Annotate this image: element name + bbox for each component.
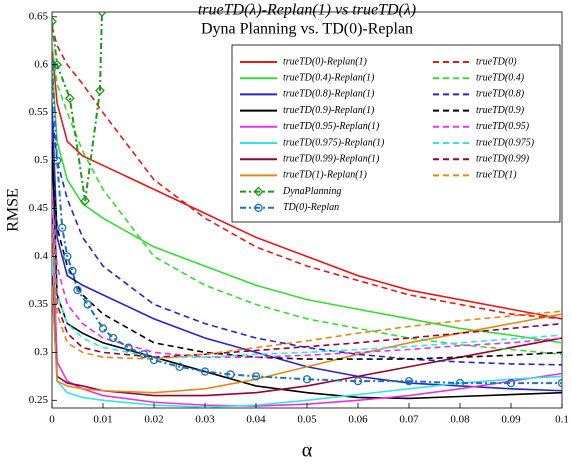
- point-marker: [95, 85, 105, 96]
- x-tick-label: 0.1: [555, 414, 569, 426]
- point-marker: [52, 16, 57, 27]
- point-marker: [139, 350, 148, 359]
- y-tick-label: 0.35: [29, 298, 49, 310]
- point-marker: [73, 285, 82, 295]
- series-line: [52, 141, 562, 400]
- legend-label: trueTD(0.99): [476, 153, 530, 164]
- series-line: [52, 285, 562, 394]
- x-tick-label: 0.02: [144, 414, 163, 426]
- series-line: [52, 275, 562, 397]
- y-tick-label: 0.4: [34, 250, 48, 262]
- legend-label: trueTD(0.4)-Replan(1): [283, 72, 375, 83]
- legend-label: trueTD(0.95): [476, 121, 530, 132]
- legend-label: trueTD(0.9): [476, 105, 525, 116]
- y-tick-label: 0.5: [34, 154, 48, 166]
- series-line: [52, 64, 562, 385]
- legend-label: trueTD(0.4): [476, 72, 525, 83]
- legend-label: trueTD(0.8): [476, 89, 525, 100]
- series-line: [52, 45, 562, 320]
- x-tick-label: 0.09: [501, 414, 521, 426]
- series-line: [52, 256, 562, 408]
- point-marker: [557, 378, 562, 388]
- point-marker: [98, 324, 108, 333]
- y-tick-label: 0.45: [29, 202, 49, 214]
- x-tick-label: 0.07: [399, 414, 419, 426]
- point-marker: [63, 252, 72, 261]
- point-marker: [506, 378, 516, 388]
- point-marker: [149, 355, 159, 365]
- point-marker: [68, 266, 77, 276]
- series-line: [52, 12, 103, 202]
- point-marker: [83, 300, 92, 309]
- point-marker: [200, 367, 210, 376]
- series-line: [52, 160, 562, 360]
- series-line: [52, 26, 562, 320]
- series-line: [52, 189, 562, 358]
- plot-area: [52, 12, 562, 408]
- legend-label: trueTD(0.8)-Replan(1): [283, 89, 375, 100]
- x-tick-label: 0.04: [246, 414, 266, 426]
- point-marker: [175, 362, 184, 371]
- point-marker: [254, 203, 263, 212]
- legend-box: [231, 44, 561, 223]
- x-axis-label: α: [302, 440, 313, 462]
- x-tick-label: 0.03: [195, 414, 215, 426]
- y-tick-label: 0.6: [34, 58, 48, 70]
- x-tick-label: 0.08: [450, 414, 470, 426]
- legend-label: DynaPlanning: [282, 186, 341, 197]
- point-marker: [109, 333, 118, 343]
- point-marker: [97, 12, 107, 17]
- point-marker: [251, 372, 261, 381]
- series-line: [52, 112, 562, 366]
- point-marker: [353, 377, 363, 386]
- legend-label: trueTD(0.975): [476, 137, 535, 148]
- legend-label: trueTD(0.975)-Replan(1): [283, 137, 385, 148]
- legend-label: TD(0)-Replan: [283, 202, 339, 213]
- series-line: [52, 64, 562, 344]
- series-line: [52, 227, 562, 360]
- point-marker: [404, 377, 414, 386]
- point-marker: [52, 59, 63, 70]
- series-line: [52, 208, 562, 358]
- legend-label: trueTD(0.99)-Replan(1): [283, 153, 380, 164]
- chart-title: trueTD(λ)-Replan(1) vs trueTD(λ): [198, 2, 416, 19]
- point-marker: [455, 378, 465, 388]
- x-tick-label: 0.06: [348, 414, 368, 426]
- legend-label: trueTD(0.9)-Replan(1): [283, 105, 375, 116]
- y-axis-label: RMSE: [5, 188, 22, 232]
- y-tick-label: 0.65: [29, 10, 49, 22]
- point-marker: [64, 93, 75, 104]
- x-tick-label: 0.01: [93, 414, 112, 426]
- x-tick-label: 0: [49, 414, 55, 426]
- x-tick-label: 0.05: [297, 414, 317, 426]
- legend-label: trueTD(0)-Replan(1): [283, 56, 368, 67]
- y-tick-label: 0.55: [29, 106, 49, 118]
- legend-label: trueTD(1): [476, 170, 517, 181]
- point-marker: [124, 343, 133, 352]
- point-marker: [302, 375, 312, 384]
- point-marker: [58, 223, 67, 232]
- y-tick-label: 0.3: [34, 346, 48, 358]
- point-marker: [226, 370, 235, 379]
- point-marker: [253, 186, 264, 197]
- series-line: [52, 103, 562, 392]
- chart-subtitle: Dyna Planning vs. TD(0)-Replan: [201, 21, 413, 38]
- legend-label: trueTD(1)-Replan(1): [283, 170, 368, 181]
- legend-label: trueTD(0): [476, 56, 517, 67]
- point-marker: [80, 195, 91, 206]
- y-tick-label: 0.25: [29, 394, 49, 406]
- legend-label: trueTD(0.95)-Replan(1): [283, 121, 380, 132]
- series-line: [52, 218, 562, 358]
